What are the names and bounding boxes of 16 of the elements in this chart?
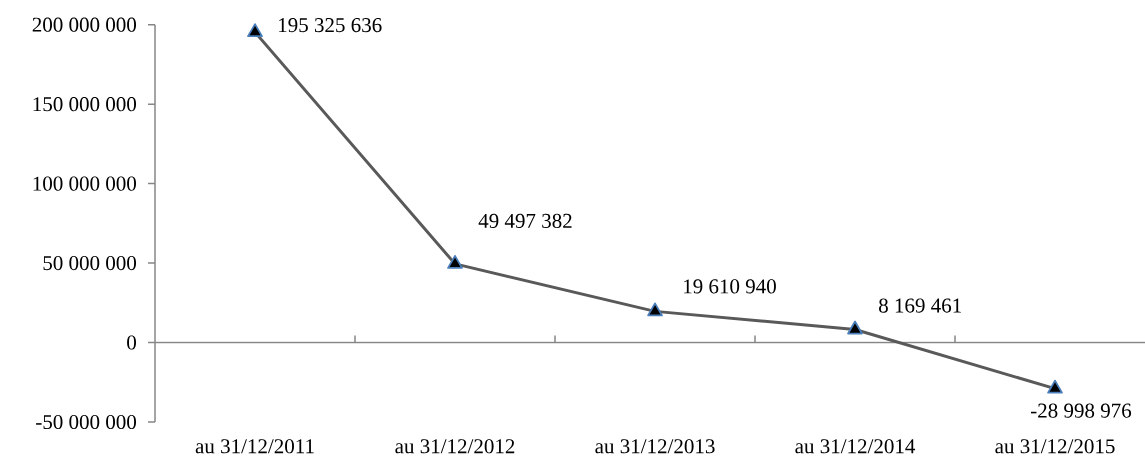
- y-tick-label: -50 000 000: [36, 414, 137, 430]
- y-tick-label: 200 000 000: [32, 17, 137, 32]
- x-tick-label: au 31/12/2013: [595, 439, 715, 454]
- x-tick-label: au 31/12/2011: [195, 439, 314, 454]
- data-label: 195 325 636: [279, 18, 382, 33]
- y-tick-label: 150 000 000: [33, 97, 137, 112]
- y-tick-label: 100 000 000: [33, 176, 137, 191]
- x-tick-label: au 31/12/2012: [395, 439, 515, 454]
- y-tick-label: 50 000 000: [43, 256, 137, 271]
- data-label: 19 610 940: [684, 279, 776, 294]
- x-tick-label: au 31/12/2015: [995, 439, 1115, 454]
- data-label: 8 169 461: [879, 298, 961, 313]
- data-label: -28 998 976: [1031, 403, 1132, 418]
- data-label: 49 497 382: [478, 213, 572, 228]
- x-tick-label: au 31/12/2014: [795, 439, 916, 454]
- y-tick-label: 0: [127, 335, 137, 350]
